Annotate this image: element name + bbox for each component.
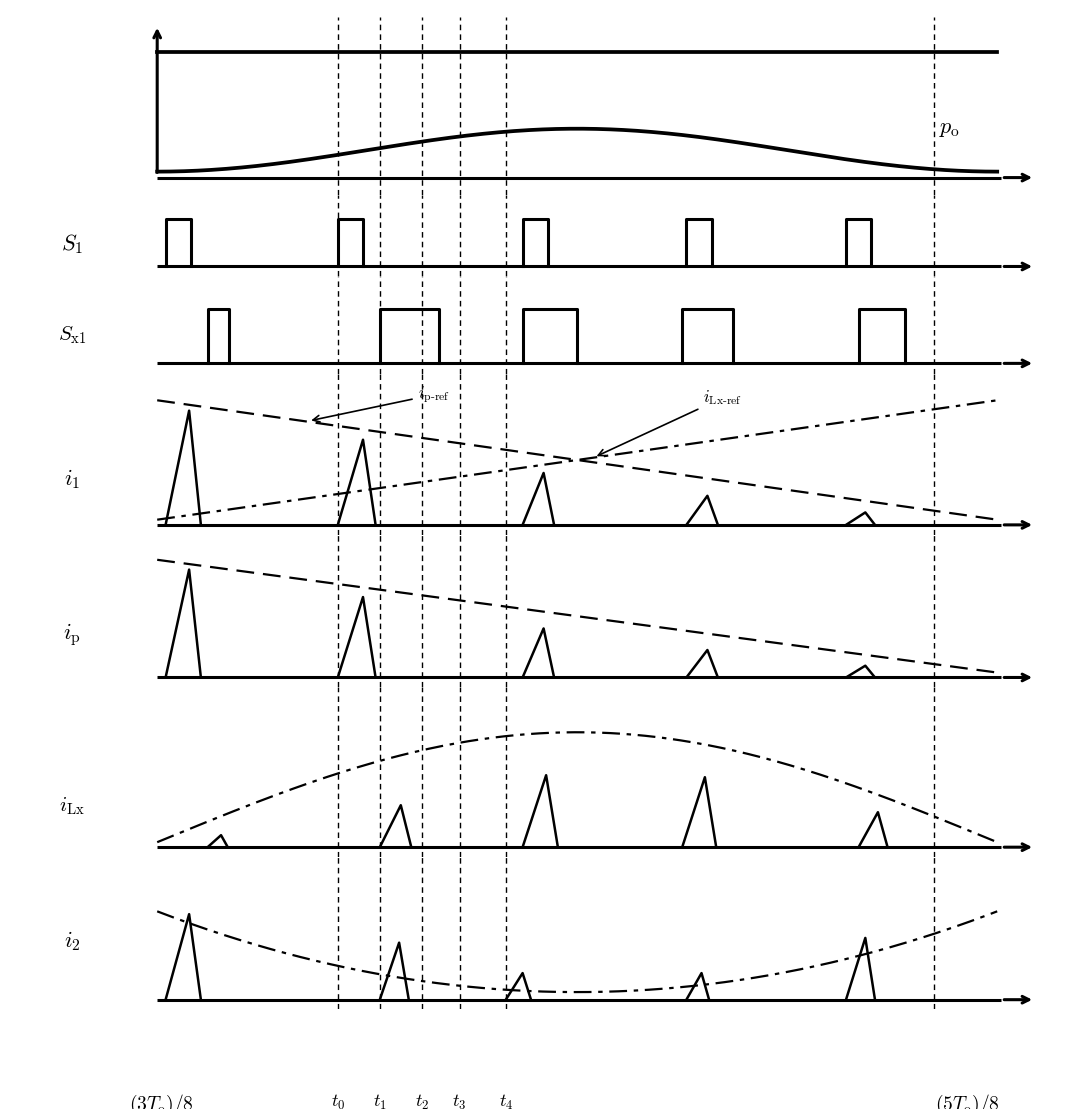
Text: $p_{\rm o}$: $p_{\rm o}$	[939, 116, 960, 139]
Text: $i_{\rm Lx\text{-}ref}$: $i_{\rm Lx\text{-}ref}$	[598, 388, 742, 456]
Text: $t_0$: $t_0$	[330, 1092, 345, 1109]
Text: $S_{\rm x1}$: $S_{\rm x1}$	[58, 324, 86, 346]
Text: $i_{\rm p}$: $i_{\rm p}$	[64, 621, 81, 648]
Text: $S_1$: $S_1$	[62, 232, 83, 256]
Text: $t_3$: $t_3$	[453, 1092, 467, 1109]
Text: $t_4$: $t_4$	[499, 1092, 513, 1109]
Text: $t_1$: $t_1$	[373, 1092, 387, 1109]
Text: $i_{\rm p\text{-}ref}$: $i_{\rm p\text{-}ref}$	[313, 385, 449, 421]
Text: $(3T_{\rm o})/8$: $(3T_{\rm o})/8$	[129, 1092, 193, 1109]
Text: $i_2$: $i_2$	[64, 929, 81, 953]
Text: $t_2$: $t_2$	[415, 1092, 429, 1109]
Text: $i_{\rm Lx}$: $i_{\rm Lx}$	[59, 795, 85, 817]
Text: $(5T_{\rm o})/8$: $(5T_{\rm o})/8$	[935, 1092, 1000, 1109]
Text: $i_1$: $i_1$	[64, 467, 81, 491]
